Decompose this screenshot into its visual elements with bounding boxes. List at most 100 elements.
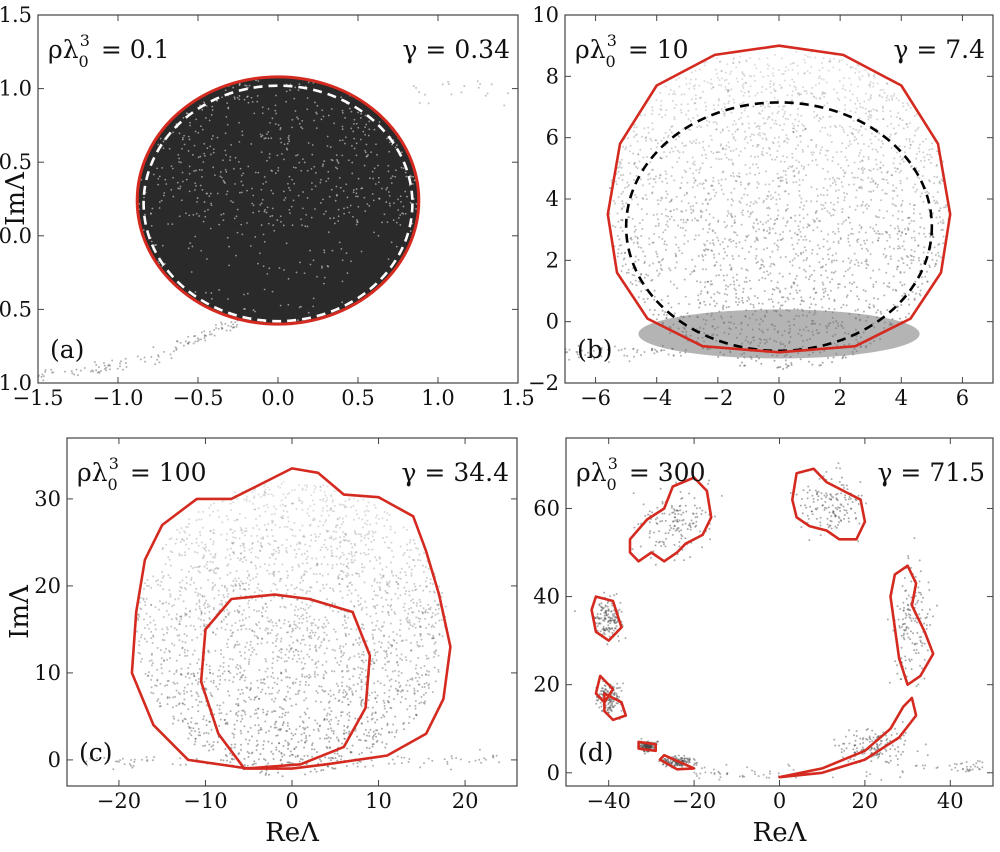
scatter-point [161,602,164,605]
scatter-point [882,117,885,120]
scatter-point [229,635,232,638]
scatter-point [479,83,482,86]
scatter-point [704,254,707,257]
scatter-point [416,643,419,646]
scatter-point [640,246,643,249]
scatter-point [688,82,691,85]
scatter-point [214,554,217,557]
scatter-point [701,202,704,205]
scatter-point [293,97,296,100]
scatter-point [886,170,889,173]
scatter-point [893,157,896,160]
scatter-point [694,142,697,145]
scatter-point [861,200,864,203]
scatter-point [287,277,290,280]
scatter-point [233,746,236,749]
scatter-point [882,88,885,91]
scatter-point [175,669,178,672]
scatter-point [413,623,416,626]
scatter-point [867,264,870,267]
scatter-point [766,63,769,66]
scatter-point [437,670,440,673]
scatter-point [720,188,723,191]
scatter-point [883,247,886,250]
scatter-point [853,281,856,284]
dashed-boundary-curve [142,84,414,323]
scatter-point [243,549,246,552]
scatter-point [861,106,864,109]
scatter-point [362,498,365,501]
scatter-point [297,692,300,695]
scatter-point [447,83,450,86]
scatter-point [348,107,351,110]
scatter-point [872,75,875,78]
scatter-point [865,267,868,270]
scatter-point [880,146,883,149]
scatter-point [937,222,940,225]
scatter-point [704,198,707,201]
scatter-point [386,137,388,140]
scatter-point [755,230,758,233]
scatter-point [850,259,853,262]
scatter-point [408,619,411,622]
scatter-point [162,350,165,353]
scatter-point [232,736,235,739]
scatter-point [636,203,639,206]
scatter-point [409,678,412,681]
scatter-point [712,152,715,155]
scatter-point [137,619,140,622]
scatter-point [418,101,421,104]
scatter-point [701,183,704,186]
scatter-point [886,285,889,288]
scatter-point [406,549,409,552]
scatter-point [157,177,160,180]
scatter-point [786,118,789,121]
scatter-point [907,228,910,231]
scatter-point [797,144,800,147]
scatter-point [204,210,206,213]
scatter-point [673,312,676,315]
scatter-point [423,682,426,685]
scatter-point [691,219,694,222]
scatter-point [360,112,362,115]
scatter-point [777,185,780,188]
scatter-point [651,109,654,112]
scatter-point [821,306,824,309]
scatter-point [836,201,839,204]
scatter-point [901,294,904,297]
scatter-point [188,615,191,618]
scatter-point [326,264,329,267]
scatter-point [802,217,805,220]
scatter-point [732,61,735,64]
scatter-point [833,308,836,311]
scatter-point [195,169,197,172]
scatter-point [740,223,743,226]
scatter-point [899,317,902,320]
scatter-point [851,227,854,230]
scatter-point [373,231,375,234]
scatter-point [212,569,215,572]
scatter-point [618,163,621,166]
scatter-point [901,102,904,105]
scatter-point [912,208,915,211]
scatter-point [633,193,636,196]
scatter-point [724,88,727,91]
scatter-point [170,188,173,191]
scatter-point [709,82,712,85]
scatter-point [875,232,878,235]
scatter-point [266,641,269,644]
y-tick-label: 1.5 [0,3,32,27]
scatter-point [345,183,348,186]
scatter-point [364,553,367,556]
scatter-point [888,282,891,285]
scatter-point [278,742,281,745]
scatter-point [287,620,290,623]
scatter-point [847,216,850,219]
scatter-point [390,707,393,710]
scatter-point [273,229,276,232]
scatter-point [322,198,324,201]
scatter-point [671,166,674,169]
scatter-point [861,159,864,162]
scatter-point [165,183,168,185]
scatter-point [719,60,722,63]
